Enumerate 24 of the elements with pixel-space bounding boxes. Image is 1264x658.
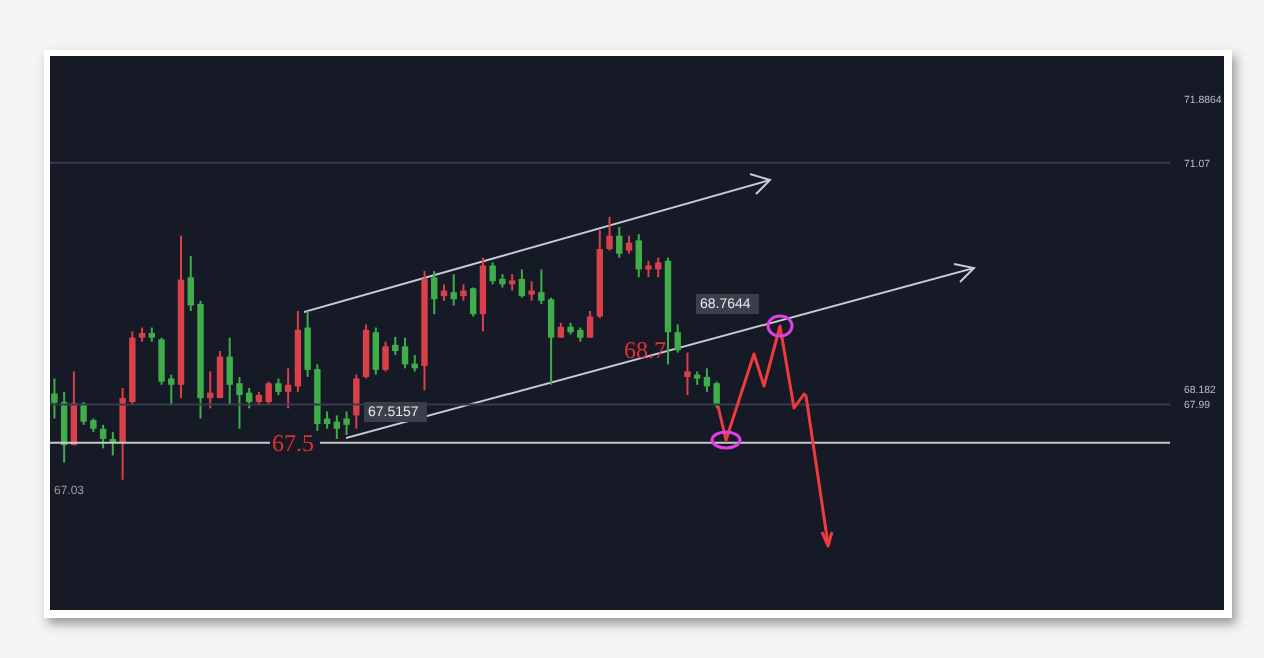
candlestick [469,286,477,318]
candlestick [528,280,535,302]
candlestick [392,335,399,356]
candlestick [401,336,409,370]
candlestick [372,326,379,376]
candlestick [353,373,360,430]
candlestick [109,430,117,457]
candlestick [635,233,642,279]
candlestick [518,268,526,299]
candlestick [586,310,594,339]
candlestick [382,340,389,373]
candlestick [606,215,613,252]
candlestick [674,323,681,354]
candlestick [99,423,107,450]
candlestick [216,350,224,400]
candlestick [362,323,370,380]
candlestick [284,367,292,410]
annotation: 68.7 [624,336,666,364]
candlestick [625,234,633,255]
candlestick [616,226,623,259]
candlestick [684,351,691,396]
candlestick [431,270,438,316]
candlestick [450,273,457,307]
ref-line-label: 67.5 [272,428,314,457]
